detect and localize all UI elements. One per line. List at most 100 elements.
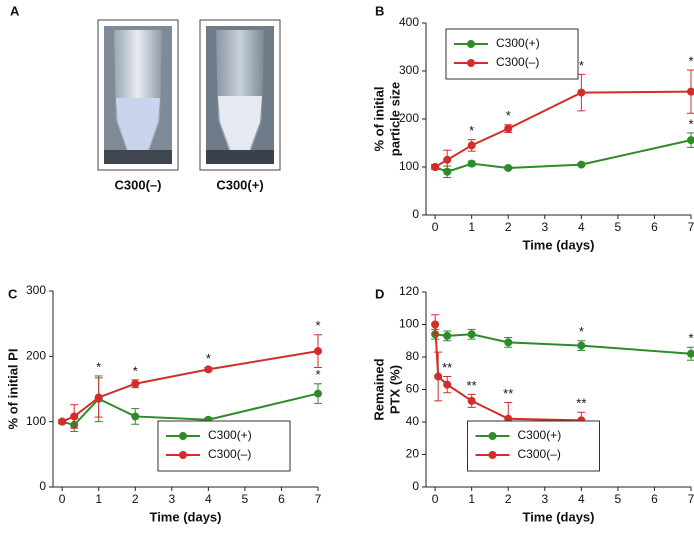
x-tick-label: 5 bbox=[615, 492, 622, 506]
x-tick-label: 6 bbox=[651, 492, 658, 506]
panel-label: D bbox=[375, 286, 384, 301]
x-tick-label: 0 bbox=[432, 220, 439, 234]
data-point bbox=[131, 412, 140, 421]
x-tick-label: 6 bbox=[278, 492, 285, 506]
x-tick-label: 1 bbox=[468, 492, 475, 506]
x-tick-label: 2 bbox=[505, 492, 512, 506]
legend-label: C300(+) bbox=[208, 428, 252, 442]
significance-mark: * bbox=[315, 367, 320, 382]
significance-mark: * bbox=[133, 363, 138, 378]
significance-mark: * bbox=[579, 58, 584, 73]
y-tick-label: 400 bbox=[399, 15, 419, 29]
significance-mark: * bbox=[579, 324, 584, 339]
data-point bbox=[467, 330, 476, 339]
data-point bbox=[431, 320, 440, 329]
legend-box bbox=[157, 420, 291, 472]
y-tick-label: 120 bbox=[399, 284, 419, 298]
data-point bbox=[467, 159, 476, 168]
significance-mark: ** bbox=[467, 378, 477, 393]
x-axis-label: Time (days) bbox=[522, 237, 594, 252]
y-tick-label: 0 bbox=[412, 207, 419, 221]
significance-mark: ** bbox=[576, 396, 586, 411]
data-point bbox=[314, 389, 322, 398]
x-tick-label: 4 bbox=[205, 492, 212, 506]
data-point bbox=[443, 155, 452, 164]
data-point bbox=[687, 136, 694, 145]
x-tick-label: 2 bbox=[132, 492, 139, 506]
data-point bbox=[687, 349, 694, 358]
data-point bbox=[504, 163, 513, 172]
data-point bbox=[577, 341, 586, 350]
x-tick-label: 1 bbox=[95, 492, 102, 506]
y-tick-label: 0 bbox=[412, 479, 419, 493]
y-tick-label: 40 bbox=[406, 414, 420, 428]
x-tick-label: 4 bbox=[578, 220, 585, 234]
legend-label: C300(+) bbox=[496, 36, 540, 50]
y-tick-label: 100 bbox=[399, 159, 419, 173]
x-tick-label: 5 bbox=[242, 492, 249, 506]
data-point bbox=[58, 417, 67, 426]
significance-mark: * bbox=[688, 116, 693, 131]
x-tick-label: 7 bbox=[688, 492, 694, 506]
y-tick-label: 100 bbox=[26, 414, 46, 428]
x-tick-label: 2 bbox=[505, 220, 512, 234]
legend-marker bbox=[488, 451, 497, 459]
significance-mark: ** bbox=[503, 386, 513, 401]
y-tick-label: 100 bbox=[399, 317, 419, 331]
legend-label: C300(–) bbox=[208, 447, 251, 461]
legend-box bbox=[467, 420, 600, 472]
legend-marker bbox=[179, 451, 187, 459]
x-tick-label: 7 bbox=[688, 220, 694, 234]
panel-label: C bbox=[8, 286, 18, 301]
y-axis-label: % of initial PI bbox=[5, 349, 20, 430]
data-point bbox=[687, 87, 694, 96]
y-tick-label: 200 bbox=[399, 111, 419, 125]
y-tick-label: 60 bbox=[406, 382, 420, 396]
significance-mark: * bbox=[506, 108, 511, 123]
y-tick-label: 300 bbox=[26, 283, 46, 297]
series-line bbox=[434, 324, 582, 422]
legend-marker bbox=[467, 59, 475, 67]
significance-mark: * bbox=[96, 359, 101, 374]
legend-marker bbox=[179, 432, 187, 440]
panel-label: A bbox=[10, 3, 20, 18]
data-point bbox=[577, 88, 586, 97]
y-tick-label: 20 bbox=[406, 447, 420, 461]
photo-caption: C300(–) bbox=[115, 177, 162, 192]
significance-mark: ** bbox=[442, 360, 452, 375]
y-axis-label: % of initial bbox=[371, 87, 386, 152]
x-axis-label: Time (days) bbox=[149, 509, 221, 524]
y-axis-label: PTX (%) bbox=[387, 365, 402, 414]
data-point bbox=[314, 347, 322, 356]
data-point bbox=[467, 141, 476, 150]
legend-label: C300(–) bbox=[518, 447, 561, 461]
photo-caption: C300(+) bbox=[216, 177, 263, 192]
data-point bbox=[443, 331, 452, 340]
y-axis-label: particle size bbox=[387, 82, 402, 156]
legend-box bbox=[445, 28, 579, 80]
y-tick-label: 200 bbox=[26, 349, 46, 363]
y-axis-label: Remained bbox=[371, 358, 386, 420]
x-axis-label: Time (days) bbox=[522, 509, 594, 524]
y-tick-label: 80 bbox=[406, 349, 420, 363]
significance-mark: * bbox=[688, 331, 693, 346]
x-tick-label: 3 bbox=[168, 492, 175, 506]
data-point bbox=[131, 379, 140, 388]
data-point bbox=[504, 124, 513, 133]
data-point bbox=[467, 396, 476, 405]
data-point bbox=[577, 160, 586, 169]
x-tick-label: 1 bbox=[468, 220, 475, 234]
photo-left bbox=[97, 19, 179, 171]
legend-marker bbox=[488, 432, 497, 440]
data-point bbox=[70, 412, 79, 421]
y-tick-label: 300 bbox=[399, 63, 419, 77]
x-tick-label: 6 bbox=[651, 220, 658, 234]
panel-label: B bbox=[375, 3, 384, 18]
significance-mark: * bbox=[315, 318, 320, 333]
x-tick-label: 7 bbox=[315, 492, 322, 506]
photo-right bbox=[199, 19, 281, 171]
x-tick-label: 5 bbox=[615, 220, 622, 234]
data-point bbox=[434, 372, 443, 381]
